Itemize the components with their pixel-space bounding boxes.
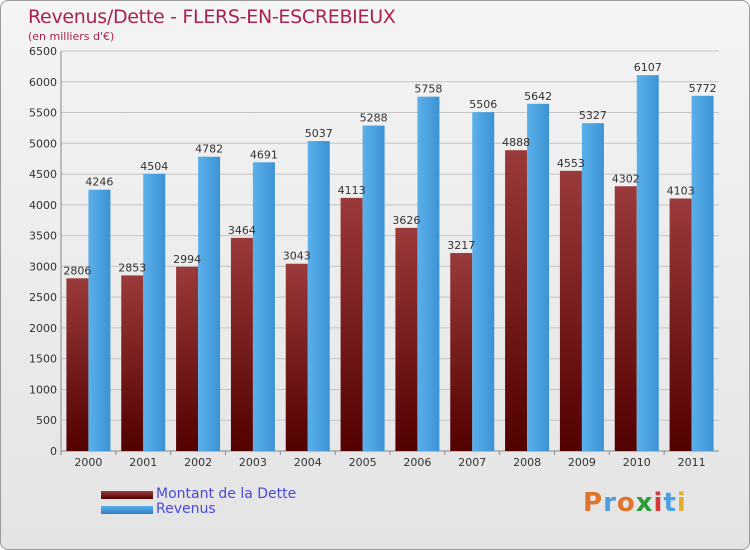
x-tick-label: 2003 [239,456,267,469]
bar-debt [450,253,473,451]
bar-revenue [417,96,440,452]
y-tick-label: 5000 [29,137,57,150]
legend-swatch-revenue [101,506,153,514]
x-tick-label: 2005 [349,456,377,469]
data-label-debt: 4302 [612,172,640,185]
legend-label-debt: Montant de la Dette [156,486,297,502]
data-label-debt: 4113 [338,184,366,197]
bar-debt [285,263,308,451]
data-label-revenue: 5288 [360,112,388,125]
logo-letter: P [583,488,604,518]
data-label-debt: 3217 [447,239,475,252]
data-label-debt: 2994 [173,253,201,266]
chart-title: Revenus/Dette - FLERS-EN-ESCREBIEUX [28,6,396,28]
y-tick-label: 3500 [29,230,57,243]
y-tick-label: 500 [36,414,57,427]
logo-letter: r [603,488,617,518]
x-tick-label: 2004 [294,456,322,469]
data-label-revenue: 4782 [195,143,223,156]
bar-debt [669,198,692,451]
bar-revenue [143,173,166,452]
bar-debt [614,186,637,451]
bar-revenue [88,189,111,451]
y-tick-label: 0 [50,445,57,458]
data-label-revenue: 5758 [414,83,442,96]
data-label-debt: 4103 [667,185,695,198]
data-label-debt: 3043 [283,250,311,263]
bar-debt [66,278,89,451]
bar-debt [176,266,199,451]
logo-letter: i [676,488,687,518]
data-label-debt: 2806 [63,264,91,277]
x-tick-label: 2011 [678,456,706,469]
x-tick-label: 2002 [184,456,212,469]
data-label-revenue: 5037 [305,127,333,140]
y-tick-label: 2000 [29,322,57,335]
x-tick-label: 2009 [568,456,596,469]
bar-revenue [307,141,330,451]
proxiti-logo: Proxiti [583,488,687,518]
y-tick-label: 1500 [29,353,57,366]
x-tick-label: 2006 [403,456,431,469]
bar-revenue [252,162,275,452]
x-tick-label: 2008 [513,456,541,469]
bar-debt [395,227,418,451]
legend-label-revenue: Revenus [156,501,216,517]
bar-revenue [472,112,495,452]
logo-letter: x [635,488,654,518]
y-tick-label: 1000 [29,383,57,396]
data-label-revenue: 4504 [140,160,168,173]
y-tick-label: 5500 [29,107,57,120]
bar-revenue [527,103,550,452]
y-tick-label: 4000 [29,199,57,212]
bar-revenue [581,123,604,451]
bar-revenue [362,125,385,451]
y-tick-label: 4500 [29,168,57,181]
logo-letter: i [653,488,664,518]
x-tick-label: 2001 [129,456,157,469]
bar-debt [230,237,253,451]
y-tick-label: 3000 [29,260,57,273]
data-label-debt: 4888 [502,136,530,149]
legend-swatch-debt [101,491,153,499]
bar-revenue [198,156,221,451]
logo-letter: t [663,488,677,518]
data-label-revenue: 6107 [634,61,662,74]
x-tick-label: 2010 [623,456,651,469]
data-label-debt: 3626 [392,214,420,227]
y-tick-label: 6000 [29,76,57,89]
logo-letter: o [616,488,636,518]
bar-debt [505,150,528,451]
y-tick-label: 6500 [29,45,57,58]
data-label-debt: 3464 [228,224,256,237]
bar-debt [559,170,582,452]
chart-subtitle: (en milliers d'€) [28,30,115,43]
bar-debt [121,275,144,451]
data-label-debt: 2853 [118,261,146,274]
data-label-revenue: 4691 [250,148,278,161]
data-label-revenue: 5772 [689,82,717,95]
data-label-revenue: 5642 [524,90,552,103]
bar-revenue [636,75,659,451]
data-label-revenue: 5506 [469,98,497,111]
x-tick-label: 2007 [458,456,486,469]
bar-revenue [691,95,714,452]
y-tick-label: 2500 [29,291,57,304]
bar-debt [340,197,363,451]
x-tick-label: 2000 [74,456,102,469]
data-label-revenue: 5327 [579,109,607,122]
data-label-debt: 4553 [557,157,585,170]
data-label-revenue: 4246 [85,176,113,189]
